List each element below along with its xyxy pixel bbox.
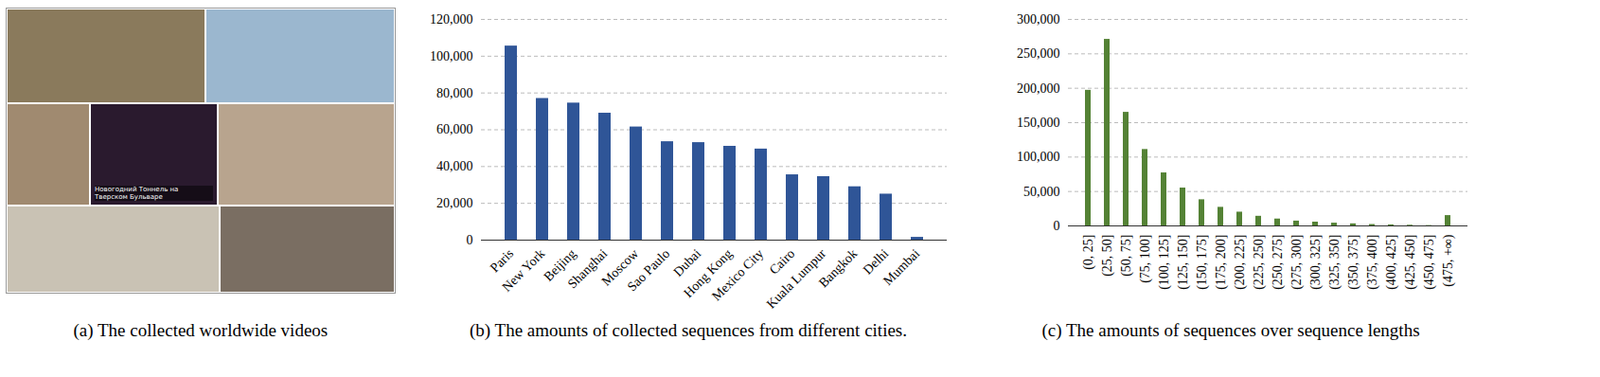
svg-text:0: 0 <box>466 232 474 248</box>
svg-text:Moscow: Moscow <box>598 246 642 289</box>
svg-text:(450, 475]: (450, 475] <box>1422 234 1438 290</box>
svg-text:(425, 450]: (425, 450] <box>1403 234 1419 290</box>
svg-text:20,000: 20,000 <box>436 195 474 211</box>
svg-text:200,000: 200,000 <box>1016 81 1061 96</box>
svg-text:(300, 325]: (300, 325] <box>1308 234 1324 290</box>
svg-text:80,000: 80,000 <box>436 86 474 101</box>
svg-text:(225, 250]: (225, 250] <box>1251 234 1267 290</box>
html-text:(a) The collected worldwide vi: (a) The collected worldwide videos <box>73 320 328 340</box>
html-text:(c) The amounts of sequences o: (c) The amounts of sequences over sequen… <box>1041 320 1420 340</box>
svg-text:Sao Paulo: Sao Paulo <box>624 246 673 294</box>
svg-text:(200, 225]: (200, 225] <box>1232 234 1248 290</box>
svg-text:(75, 100]: (75, 100] <box>1137 234 1154 284</box>
svg-text:Bangkok: Bangkok <box>816 246 860 290</box>
svg-text:(0, 25]: (0, 25] <box>1081 234 1097 270</box>
html-text:(b) The amounts of collected s: (b) The amounts of collected sequences f… <box>469 320 907 340</box>
svg-text:(275, 300]: (275, 300] <box>1289 234 1305 290</box>
svg-text:Cairo: Cairo <box>766 246 798 278</box>
svg-text:Beijing: Beijing <box>541 246 579 284</box>
svg-text:150,000: 150,000 <box>1016 115 1061 130</box>
svg-text:(50, 75]: (50, 75] <box>1119 234 1135 277</box>
svg-text:120,000: 120,000 <box>429 12 474 27</box>
svg-text:0: 0 <box>1053 218 1061 233</box>
svg-text:(250, 275]: (250, 275] <box>1270 234 1286 290</box>
svg-text:100,000: 100,000 <box>1016 149 1061 164</box>
svg-text:Shanghai: Shanghai <box>565 246 611 292</box>
html-text:Новогодний Тоннель на Тверском: Новогодний Тоннель на Тверском Бульваре <box>94 185 179 201</box>
svg-text:Delhi: Delhi <box>860 246 892 278</box>
svg-text:(375, 400]: (375, 400] <box>1365 234 1381 290</box>
svg-text:50,000: 50,000 <box>1023 184 1061 199</box>
svg-text:(400, 425]: (400, 425] <box>1384 234 1400 290</box>
svg-text:Paris: Paris <box>487 246 517 275</box>
svg-text:60,000: 60,000 <box>436 122 474 137</box>
svg-text:(25, 50]: (25, 50] <box>1100 234 1116 277</box>
svg-text:100,000: 100,000 <box>429 49 474 64</box>
svg-text:(350, 375]: (350, 375] <box>1346 234 1362 290</box>
svg-text:(475, +∞): (475, +∞) <box>1440 233 1457 287</box>
svg-text:250,000: 250,000 <box>1016 46 1061 61</box>
svg-text:Mumbai: Mumbai <box>880 246 923 288</box>
svg-text:(325, 350]: (325, 350] <box>1327 234 1343 290</box>
svg-text:40,000: 40,000 <box>436 159 474 174</box>
svg-text:(150, 175]: (150, 175] <box>1194 234 1210 290</box>
svg-text:(175, 200]: (175, 200] <box>1213 234 1229 290</box>
svg-text:(125, 150]: (125, 150] <box>1175 234 1192 290</box>
svg-text:Kuala Lumpur: Kuala Lumpur <box>763 246 829 312</box>
svg-text:300,000: 300,000 <box>1016 12 1061 27</box>
svg-text:Dubai: Dubai <box>670 246 704 280</box>
svg-text:New York: New York <box>499 246 549 295</box>
svg-text:Mexico City: Mexico City <box>709 246 766 303</box>
svg-text:(100, 125]: (100, 125] <box>1156 234 1173 290</box>
svg-text:Hong Kong: Hong Kong <box>680 246 735 301</box>
